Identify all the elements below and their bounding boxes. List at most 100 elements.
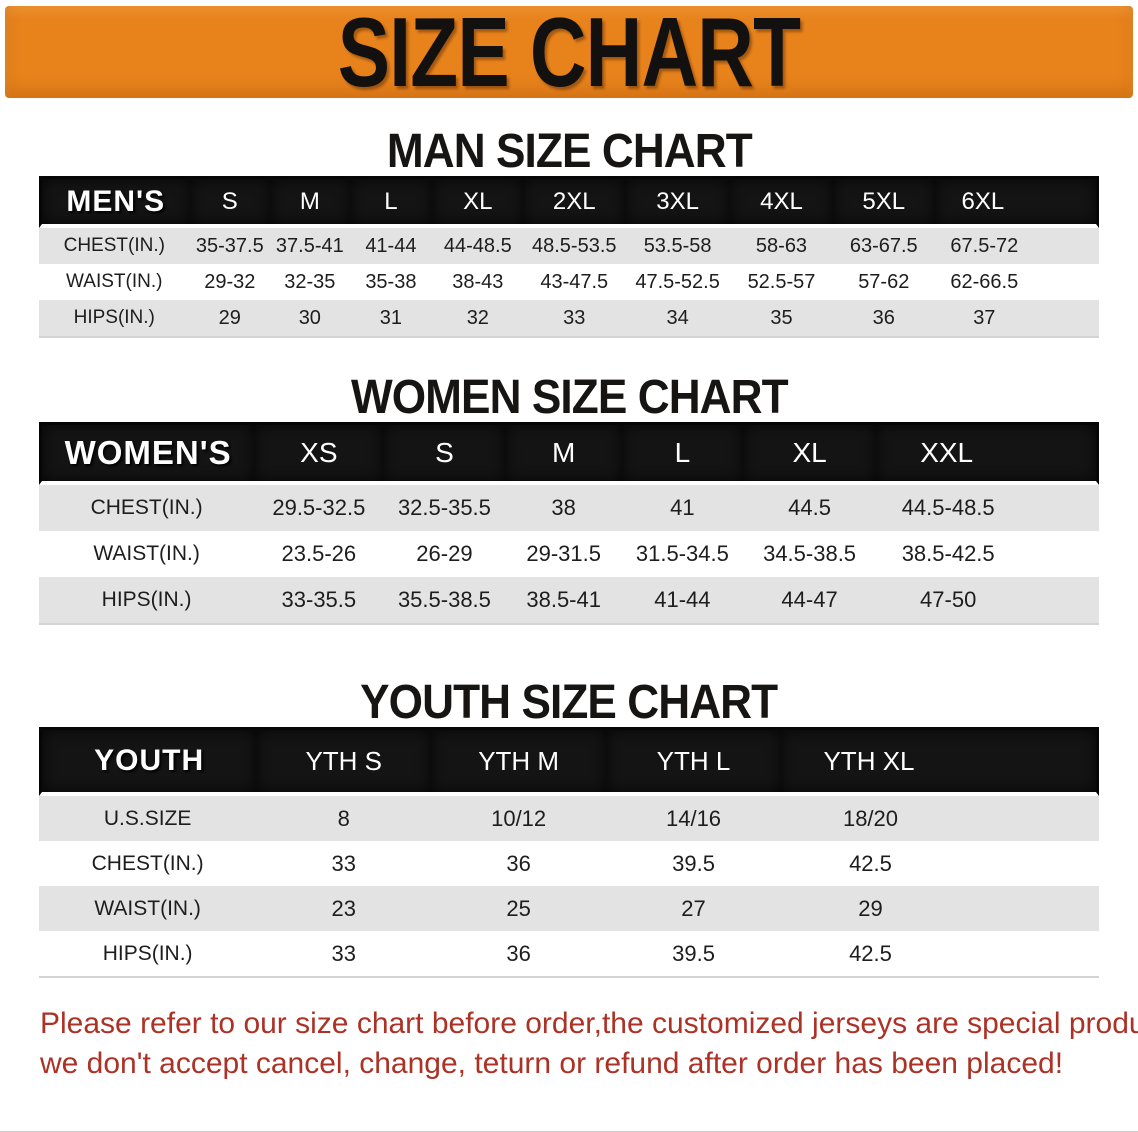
cell: 43-47.5	[523, 264, 626, 300]
page-title: SIZE CHART	[337, 0, 801, 107]
row-label: WAIST(IN.)	[39, 531, 255, 577]
cell: 32	[432, 300, 524, 338]
men-size-col: S	[189, 176, 271, 228]
row-label: HIPS(IN.)	[39, 577, 255, 625]
women-size-col: L	[621, 422, 743, 485]
cell: 36	[832, 300, 935, 338]
title-banner: SIZE CHART	[5, 0, 1133, 107]
men-size-col: 6XL	[934, 176, 1099, 228]
cell: 36	[431, 841, 607, 886]
cell: 38	[505, 485, 622, 531]
men-header-label: MEN'S	[39, 176, 190, 228]
youth-hips-row: HIPS(IN.) 33 36 39.5 42.5	[39, 931, 1099, 978]
cell: 44.5-48.5	[876, 485, 1099, 531]
youth-ussize-row: U.S.SIZE 8 10/12 14/16 18/20	[39, 796, 1099, 841]
cell: 41-44	[621, 577, 743, 625]
row-label: HIPS(IN.)	[39, 300, 190, 338]
disclaimer-line-1: Please refer to our size chart before or…	[40, 1007, 1138, 1040]
cell: 58-63	[730, 228, 833, 264]
youth-size-col: YTH S	[256, 727, 432, 796]
youth-header-row: YOUTH YTH S YTH M YTH L YTH XL	[39, 727, 1099, 796]
cell: 44-48.5	[432, 228, 524, 264]
youth-section-heading-text: YOUTH SIZE CHART	[360, 676, 778, 729]
cell: 53.5-58	[625, 228, 731, 264]
cell: 44-47	[742, 577, 877, 625]
cell: 32.5-35.5	[383, 485, 506, 531]
cell: 63-67.5	[832, 228, 935, 264]
men-section-heading: MAN SIZE CHART	[0, 128, 1138, 176]
cell: 14/16	[606, 796, 781, 841]
cell: 8	[256, 796, 432, 841]
cell: 38-43	[432, 264, 524, 300]
men-size-col: L	[349, 176, 433, 228]
youth-header-label: YOUTH	[39, 727, 257, 796]
cell: 18/20	[780, 796, 1099, 841]
cell: 29.5-32.5	[254, 485, 384, 531]
women-size-table: WOMEN'S XS S M L XL XXL CHEST(IN.) 29.5-…	[39, 422, 1099, 625]
cell: 32-35	[270, 264, 350, 300]
cell: 37	[934, 300, 1099, 338]
cell: 52.5-57	[730, 264, 833, 300]
men-size-col: 2XL	[523, 176, 626, 228]
cell: 57-62	[832, 264, 935, 300]
cell: 26-29	[383, 531, 506, 577]
cell: 29	[189, 300, 271, 338]
men-size-col: 4XL	[730, 176, 833, 228]
cell: 35-38	[349, 264, 433, 300]
cell: 31	[349, 300, 433, 338]
youth-waist-row: WAIST(IN.) 23 25 27 29	[39, 886, 1099, 931]
row-label: U.S.SIZE	[39, 796, 257, 841]
row-label: CHEST(IN.)	[39, 228, 190, 264]
youth-chest-row: CHEST(IN.) 33 36 39.5 42.5	[39, 841, 1099, 886]
women-size-col: M	[505, 422, 622, 485]
cell: 44.5	[742, 485, 877, 531]
cell: 34	[625, 300, 731, 338]
men-section-heading-text: MAN SIZE CHART	[386, 125, 753, 178]
men-waist-row: WAIST(IN.) 29-32 32-35 35-38 38-43 43-47…	[39, 264, 1099, 300]
youth-size-col: YTH M	[431, 727, 607, 796]
disclaimer-line-2: we don't accept cancel, change, teturn o…	[40, 1047, 1064, 1081]
cell: 10/12	[431, 796, 607, 841]
cell: 42.5	[780, 931, 1099, 978]
cell: 34.5-38.5	[742, 531, 877, 577]
women-section-heading-text: WOMEN SIZE CHART	[350, 371, 789, 424]
cell: 42.5	[780, 841, 1099, 886]
women-size-col: XL	[742, 422, 877, 485]
women-header-label: WOMEN'S	[39, 422, 255, 485]
women-size-col: XXL	[876, 422, 1099, 485]
women-size-col: S	[383, 422, 506, 485]
cell: 41-44	[349, 228, 433, 264]
cell: 39.5	[606, 841, 781, 886]
men-hips-row: HIPS(IN.) 29 30 31 32 33 34 35 36 37	[39, 300, 1099, 338]
cell: 23	[256, 886, 432, 931]
row-label: WAIST(IN.)	[39, 886, 257, 931]
cell: 35.5-38.5	[383, 577, 506, 625]
cell: 36	[431, 931, 607, 978]
cell: 62-66.5	[934, 264, 1099, 300]
cell: 67.5-72	[934, 228, 1099, 264]
cell: 29-31.5	[505, 531, 622, 577]
cell: 30	[270, 300, 350, 338]
cell: 47.5-52.5	[625, 264, 731, 300]
women-chest-row: CHEST(IN.) 29.5-32.5 32.5-35.5 38 41 44.…	[39, 485, 1099, 531]
cell: 27	[606, 886, 781, 931]
youth-size-col: YTH XL	[780, 727, 1099, 796]
cell: 37.5-41	[270, 228, 350, 264]
women-section-heading: WOMEN SIZE CHART	[0, 374, 1138, 422]
cell: 48.5-53.5	[523, 228, 626, 264]
row-label: CHEST(IN.)	[39, 485, 255, 531]
cell: 33-35.5	[254, 577, 384, 625]
row-label: WAIST(IN.)	[39, 264, 190, 300]
women-waist-row: WAIST(IN.) 23.5-26 26-29 29-31.5 31.5-34…	[39, 531, 1099, 577]
cell: 23.5-26	[254, 531, 384, 577]
women-hips-row: HIPS(IN.) 33-35.5 35.5-38.5 38.5-41 41-4…	[39, 577, 1099, 625]
men-size-col: 3XL	[625, 176, 731, 228]
youth-section-heading: YOUTH SIZE CHART	[0, 679, 1138, 727]
cell: 29-32	[189, 264, 271, 300]
youth-size-table: YOUTH YTH S YTH M YTH L YTH XL U.S.SIZE …	[39, 727, 1099, 978]
men-size-col: M	[270, 176, 350, 228]
cell: 29	[780, 886, 1099, 931]
cell: 25	[431, 886, 607, 931]
men-size-col: XL	[432, 176, 524, 228]
